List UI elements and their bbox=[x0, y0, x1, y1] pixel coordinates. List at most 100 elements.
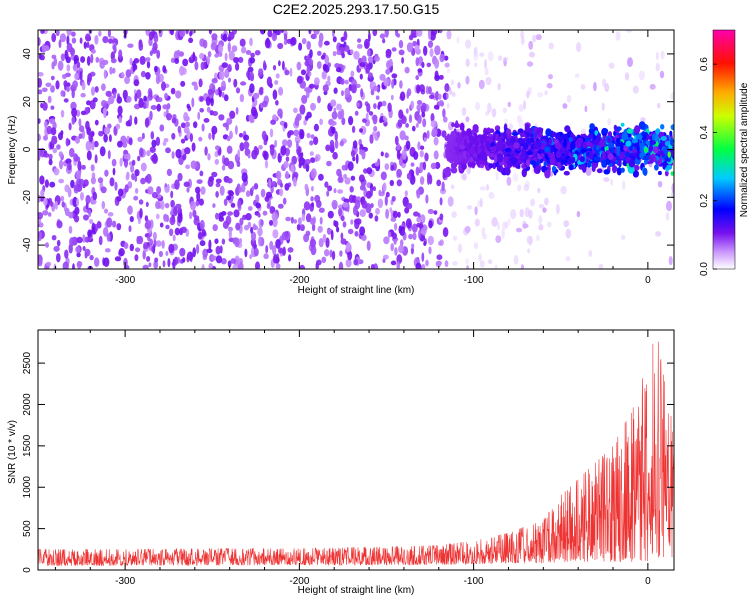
spectrogram-cell bbox=[146, 150, 151, 157]
spectrogram-cell bbox=[526, 138, 532, 143]
spectrogram-cell bbox=[180, 138, 186, 144]
spectrogram-cell bbox=[581, 163, 587, 173]
spectrogram-cell bbox=[479, 186, 486, 191]
spectrogram-cell bbox=[541, 142, 546, 148]
spectrogram-cell bbox=[319, 216, 323, 225]
spectrogram-cell bbox=[428, 86, 432, 95]
spectrogram-cell bbox=[398, 245, 405, 254]
spectrogram-cell bbox=[251, 185, 255, 191]
spectrogram-cell bbox=[443, 116, 448, 123]
spectrogram-cell bbox=[313, 136, 319, 145]
spectrogram-cell bbox=[375, 207, 380, 215]
spectrogram-cell bbox=[479, 52, 485, 57]
spectrogram-cell bbox=[348, 194, 354, 204]
spectrogram-cell bbox=[538, 215, 543, 225]
spectrogram-cell bbox=[174, 256, 179, 265]
spectrogram-cell bbox=[313, 30, 320, 35]
spectrogram-cell bbox=[359, 73, 363, 80]
spectrogram-cell bbox=[101, 200, 106, 210]
spectrogram-cell bbox=[46, 125, 52, 135]
spectrogram-cell bbox=[341, 117, 346, 126]
spectrogram-cell bbox=[138, 42, 144, 51]
spectrogram-cell bbox=[215, 182, 221, 188]
spectrogram-cell bbox=[670, 92, 674, 101]
spectrogram-cell bbox=[518, 104, 524, 112]
spectrogram-cell bbox=[186, 251, 194, 261]
spectrogram-cell bbox=[366, 103, 371, 113]
spectrogram-cell bbox=[164, 186, 170, 193]
spectrogram-cell bbox=[235, 125, 238, 135]
spectrogram-cell bbox=[543, 161, 548, 166]
spectrogram-cell bbox=[440, 101, 445, 107]
spectrogram-cell bbox=[125, 69, 132, 78]
spectrogram-cell bbox=[210, 96, 214, 107]
spectrogram-cell bbox=[377, 198, 384, 209]
spectrogram-cell bbox=[504, 167, 511, 176]
spectrogram-cell bbox=[352, 140, 358, 149]
spectrogram-cell bbox=[258, 144, 263, 150]
spectrogram-cell bbox=[439, 213, 444, 221]
spectrogram-cell bbox=[384, 30, 389, 38]
spectrogram-cell bbox=[63, 98, 69, 103]
spectrogram-cell bbox=[358, 174, 365, 183]
spectrogram-cell bbox=[424, 137, 427, 142]
spectrogram-cell bbox=[657, 170, 662, 176]
spectrogram-cell bbox=[419, 84, 425, 93]
spectrogram-cell bbox=[184, 147, 191, 155]
spectrogram-cell bbox=[562, 103, 568, 109]
spectrogram-cell bbox=[517, 164, 521, 169]
spectrogram-cell bbox=[670, 171, 674, 176]
spectrogram-cell bbox=[154, 257, 159, 263]
spectrogram-cell bbox=[281, 231, 289, 241]
spectrogram-cell bbox=[226, 117, 233, 125]
spectrogram-cell bbox=[340, 238, 347, 245]
spectrogram-cell bbox=[250, 226, 254, 234]
spectrogram-cell bbox=[350, 70, 355, 78]
spectrogram-cell bbox=[474, 206, 478, 216]
spectrogram-cell bbox=[241, 46, 247, 54]
spectrogram-cell bbox=[64, 249, 69, 259]
spectrogram-cell bbox=[73, 214, 80, 223]
spectrogram-cell bbox=[641, 131, 648, 136]
spectrogram-cell bbox=[405, 140, 411, 150]
spectrogram-cell bbox=[354, 231, 359, 237]
spectrogram-cell bbox=[544, 197, 549, 206]
spectrogram-cell bbox=[297, 217, 302, 226]
spectrogram-cell bbox=[510, 157, 518, 165]
spectrogram-cell bbox=[643, 147, 649, 153]
spectrogram-cell bbox=[603, 169, 610, 175]
spectrogram-cell bbox=[336, 49, 342, 56]
spectrogram-cell bbox=[226, 145, 233, 154]
spectrogram-cell bbox=[247, 66, 254, 73]
spectrogram-cell bbox=[174, 227, 180, 236]
spectrogram-cell bbox=[466, 265, 469, 269]
spectrogram-cell bbox=[533, 142, 539, 150]
spectrogram-cell bbox=[129, 114, 133, 124]
spectrogram-cell bbox=[138, 97, 144, 109]
spectrogram-cell bbox=[153, 33, 159, 43]
spectrogram-cell bbox=[275, 30, 281, 36]
spectrogram-cell bbox=[49, 181, 56, 188]
spectrogram-cell bbox=[149, 146, 156, 153]
spectrogram-cell bbox=[211, 255, 218, 261]
spectrogram-cell bbox=[129, 243, 134, 252]
spectrogram-cell bbox=[158, 30, 163, 38]
spectrogram-cell bbox=[306, 40, 312, 50]
spectrogram-cell bbox=[264, 38, 271, 49]
spectrogram-cell bbox=[104, 169, 109, 177]
y-tick-label: 1500 bbox=[22, 434, 33, 457]
spectrogram-cell bbox=[51, 61, 55, 70]
spectrogram-cell bbox=[199, 52, 205, 60]
spectrogram-cell bbox=[393, 238, 397, 245]
spectrogram-cell bbox=[118, 49, 123, 59]
spectrogram-cell bbox=[38, 77, 42, 88]
spectrogram-cell bbox=[385, 52, 392, 59]
spectrogram-cell bbox=[326, 160, 332, 167]
spectrogram-cell bbox=[196, 179, 203, 185]
spectrogram-cell bbox=[495, 133, 499, 138]
spectrogram-cell bbox=[275, 100, 279, 106]
spectrogram-cell bbox=[420, 214, 426, 224]
spectrogram-cell bbox=[360, 88, 364, 98]
spectrogram-cell bbox=[82, 234, 86, 243]
spectrogram-cell bbox=[72, 263, 75, 269]
